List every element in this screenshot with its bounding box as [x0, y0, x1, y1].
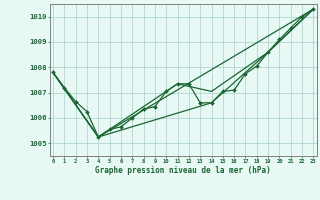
X-axis label: Graphe pression niveau de la mer (hPa): Graphe pression niveau de la mer (hPa)	[95, 166, 271, 175]
